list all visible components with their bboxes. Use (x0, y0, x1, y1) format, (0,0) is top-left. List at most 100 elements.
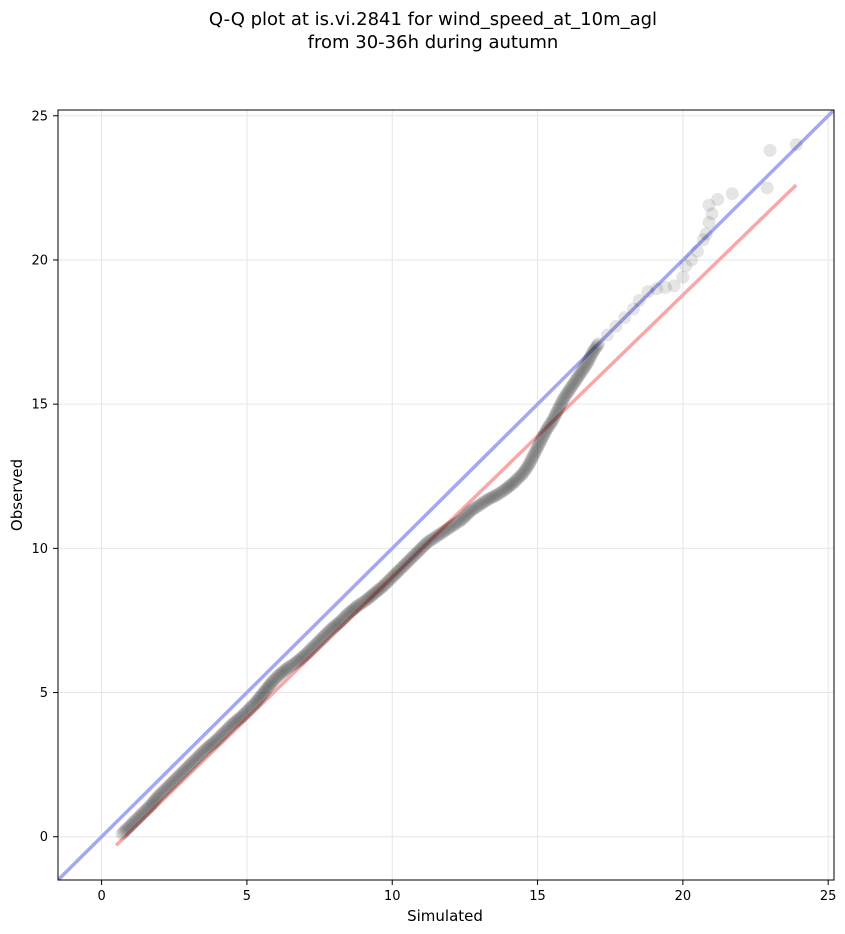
qq-point (295, 650, 309, 664)
x-tick-label: 25 (820, 889, 837, 904)
qq-point (329, 618, 343, 632)
qq-point (537, 427, 551, 441)
qq-point (302, 644, 316, 658)
qq-point (565, 379, 579, 393)
qq-point (384, 572, 398, 586)
qq-point (257, 686, 271, 700)
fit-line (114, 183, 798, 847)
qq-point (641, 285, 655, 299)
qq-point (702, 198, 716, 212)
qq-point (294, 652, 308, 666)
qq-point (564, 381, 578, 395)
qq-point (546, 413, 560, 427)
qq-point (198, 743, 212, 757)
qq-point (512, 471, 526, 485)
qq-point (398, 557, 412, 571)
qq-point (558, 390, 572, 404)
qq-point (173, 768, 187, 782)
qq-point (667, 279, 681, 293)
qq-point (375, 580, 389, 594)
qq-point (221, 722, 235, 736)
qq-point (196, 745, 210, 759)
qq-point (209, 733, 223, 747)
qq-point (581, 355, 595, 369)
x-axis-ticks: 0 5 10 15 20 25 (97, 880, 836, 904)
qq-point (240, 704, 254, 718)
qq-point (260, 681, 274, 695)
qq-point (252, 691, 266, 705)
qq-point (151, 789, 165, 803)
qq-point (349, 600, 363, 614)
qq-point (177, 763, 191, 777)
qq-point (337, 611, 351, 625)
qq-point (560, 386, 574, 400)
y-axis-ticks: 0 5 10 15 20 25 (31, 109, 58, 845)
qq-point (247, 697, 261, 711)
qq-point (392, 563, 406, 577)
x-axis-label: Simulated (407, 907, 483, 925)
qq-point (543, 418, 557, 432)
qq-point (410, 546, 424, 560)
qq-point (490, 488, 504, 502)
y-tick-label: 5 (40, 686, 48, 701)
qq-point (531, 440, 545, 454)
qq-point (425, 532, 439, 546)
x-tick-label: 20 (675, 889, 692, 904)
qq-point (571, 371, 585, 385)
qq-point (308, 638, 322, 652)
qq-point (345, 604, 359, 618)
qq-point (600, 328, 614, 342)
qq-point (135, 807, 149, 821)
qq-point (289, 655, 303, 669)
qq-point (568, 374, 582, 388)
y-tick-label: 10 (31, 542, 48, 557)
qq-point (131, 811, 145, 825)
qq-point (150, 791, 164, 805)
qq-point (166, 775, 180, 789)
qq-point (138, 804, 152, 818)
qq-point (278, 663, 292, 677)
qq-point (304, 642, 318, 656)
qq-point (164, 776, 178, 790)
qq-point (493, 486, 507, 500)
qq-point (125, 817, 139, 831)
qq-point (254, 688, 268, 702)
qq-point (128, 814, 142, 828)
qq-point (555, 395, 569, 409)
qq-point (350, 599, 364, 613)
qq-point (237, 707, 251, 721)
qq-point (224, 719, 238, 733)
qq-point (586, 345, 600, 359)
qq-point (366, 587, 380, 601)
qq-point (385, 570, 399, 584)
qq-point (299, 647, 313, 661)
qq-point (288, 656, 302, 670)
qq-point (407, 549, 421, 563)
qq-point (172, 769, 186, 783)
qq-point (552, 401, 566, 415)
qq-point (446, 518, 460, 532)
qq-point (225, 717, 239, 731)
qq-point (549, 407, 563, 421)
qq-point (434, 526, 448, 540)
qq-point (206, 736, 220, 750)
qq-point (574, 365, 588, 379)
qq-point (658, 280, 672, 294)
qq-point (510, 472, 524, 486)
qq-point (587, 344, 601, 358)
qq-point (556, 393, 570, 407)
qq-point (443, 521, 457, 535)
qq-point (359, 593, 373, 607)
qq-point (702, 215, 716, 229)
qq-point (368, 586, 382, 600)
qq-point (533, 435, 547, 449)
qq-point (539, 423, 553, 437)
qq-point (448, 517, 462, 531)
qq-point (522, 458, 536, 472)
qq-point (419, 537, 433, 551)
qq-point (441, 522, 455, 536)
qq-point (504, 477, 518, 491)
qq-point (520, 461, 534, 475)
chart-title-line1: Q-Q plot at is.vi.2841 for wind_speed_at… (209, 9, 657, 30)
qq-point (279, 662, 293, 676)
